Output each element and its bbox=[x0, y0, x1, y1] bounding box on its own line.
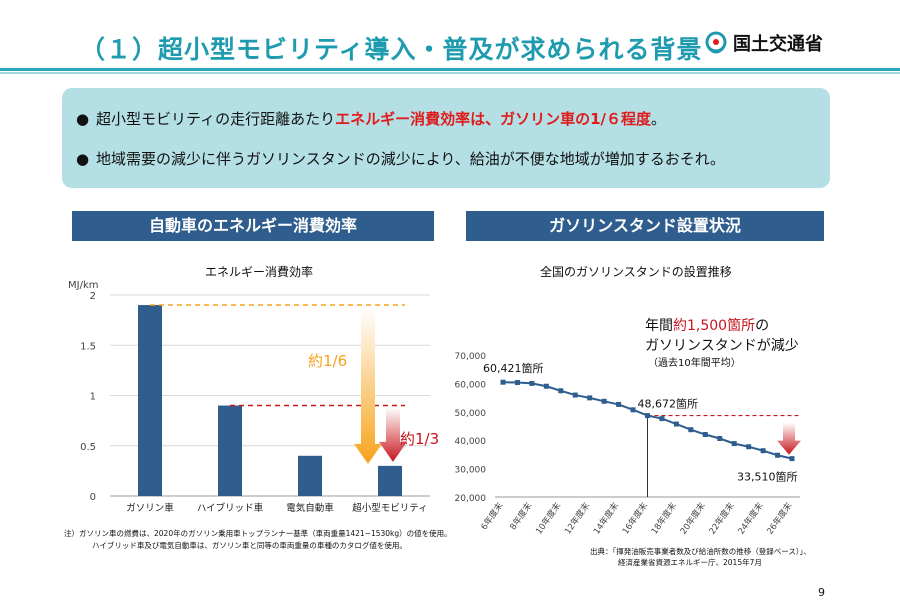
data-point bbox=[702, 432, 708, 438]
start-value-label: 60,421箇所 bbox=[483, 361, 544, 375]
decline-annotation-line-1: 年間約1,500箇所の bbox=[645, 317, 769, 334]
summary-bullet-1: ● 超小型モビリティの走行距離あたりエネルギー消費効率は、ガソリン車の1/６程度。 bbox=[76, 110, 667, 128]
data-point bbox=[587, 395, 593, 401]
data-point bbox=[746, 444, 752, 450]
x-tick-label: 18年度末 bbox=[649, 500, 679, 536]
highlight-text: エネルギー消費効率は、ガソリン車の1/６程度 bbox=[335, 110, 652, 128]
x-tick-label: 6年度末 bbox=[479, 500, 506, 532]
end-value-label: 33,510箇所 bbox=[737, 470, 798, 484]
decline-annotation-line-2: ガソリンスタンドが減少 bbox=[645, 337, 799, 354]
x-tick-label: 26年度末 bbox=[765, 500, 795, 536]
data-point bbox=[760, 448, 766, 454]
y-tick-label: 20,000 bbox=[455, 494, 487, 504]
y-tick-label: 50,000 bbox=[455, 409, 487, 419]
decline-annotation-line-3: （過去10年間平均） bbox=[648, 356, 741, 369]
right-section-header: ガソリンスタンド設置状況 bbox=[466, 211, 824, 241]
x-tick-label: 22年度末 bbox=[707, 500, 737, 536]
source-citation: 出典：「揮発油販売事業者数及び給油所数の推移（登録ベース）」、 経済産業省資源エ… bbox=[590, 547, 811, 567]
y-tick-label: 0.5 bbox=[80, 442, 96, 453]
footnote: 注）ガソリン車の燃費は、2020年のガソリン乗用車トップランナー基準（車両重量1… bbox=[64, 529, 452, 550]
x-tick-label: 超小型モビリティ bbox=[352, 502, 427, 514]
annotation-one-sixth: 約1/6 bbox=[308, 352, 347, 370]
data-point bbox=[659, 416, 665, 422]
bar bbox=[218, 405, 242, 496]
gas-station-line-chart: 20,000 30,000 40,000 50,000 60,000 70,000 6年度末… bbox=[455, 317, 801, 536]
data-point bbox=[775, 452, 781, 458]
y-tick-label: 1.5 bbox=[80, 341, 96, 352]
y-tick-label: 30,000 bbox=[455, 466, 487, 476]
mid-value-label: 48,672箇所 bbox=[638, 397, 699, 411]
down-arrow-red-icon bbox=[379, 407, 407, 462]
x-tick-label: 16年度末 bbox=[620, 500, 650, 536]
data-point bbox=[601, 398, 607, 404]
line-chart-title: 全国のガソリンスタンドの設置推移 bbox=[540, 265, 732, 279]
bullet-dot-icon: ● bbox=[76, 110, 90, 128]
x-tick-label: 12年度末 bbox=[562, 500, 592, 536]
data-point bbox=[688, 427, 694, 433]
header-divider bbox=[0, 68, 900, 71]
bar-chart-title: エネルギー消費効率 bbox=[205, 265, 314, 279]
data-point bbox=[616, 401, 622, 407]
page-title: （１）超小型モビリティ導入・普及が求められる背景 bbox=[80, 35, 703, 64]
data-point bbox=[543, 383, 549, 389]
data-point bbox=[630, 407, 636, 413]
left-section-header: 自動車のエネルギー消費効率 bbox=[72, 211, 434, 241]
y-tick-label: 60,000 bbox=[455, 380, 487, 390]
y-tick-label: 1 bbox=[90, 392, 96, 403]
summary-bullet-2: ● 地域需要の減少に伴うガソリンスタンドの減少により、給油が不便な地域が増加するお… bbox=[76, 150, 725, 168]
logo-text: 国土交通省 bbox=[733, 34, 823, 55]
y-axis-label: MJ/km bbox=[68, 280, 98, 291]
y-tick-label: 2 bbox=[90, 291, 96, 302]
data-point bbox=[731, 441, 737, 447]
data-point bbox=[514, 380, 520, 386]
x-tick-label: 電気自動車 bbox=[286, 502, 334, 514]
data-point bbox=[572, 392, 578, 398]
bar bbox=[138, 305, 162, 496]
data-point bbox=[717, 435, 723, 441]
x-tick-label: 10年度末 bbox=[533, 500, 563, 536]
summary-box: ● 超小型モビリティの走行距離あたりエネルギー消費効率は、ガソリン車の1/６程度。… bbox=[62, 88, 830, 188]
x-tick-label: ガソリン車 bbox=[126, 502, 174, 514]
down-arrow-red-icon bbox=[777, 422, 801, 455]
y-tick-label: 40,000 bbox=[455, 437, 487, 447]
data-point bbox=[529, 380, 535, 386]
mlit-logo-icon bbox=[705, 31, 727, 54]
data-point bbox=[558, 388, 564, 394]
data-point bbox=[500, 379, 506, 385]
x-tick-label: ハイブリッド車 bbox=[197, 502, 264, 514]
data-point bbox=[673, 421, 679, 427]
y-tick-label: 0 bbox=[90, 492, 96, 503]
bullet-dot-icon: ● bbox=[76, 150, 90, 168]
x-tick-label: 24年度末 bbox=[736, 500, 766, 536]
data-point bbox=[645, 413, 650, 419]
y-tick-label: 70,000 bbox=[455, 352, 487, 362]
bar bbox=[298, 455, 322, 496]
ministry-logo: 国土交通省 bbox=[705, 28, 823, 58]
x-tick-label: 20年度末 bbox=[678, 500, 708, 536]
header-divider-light bbox=[0, 72, 900, 74]
down-arrow-orange-icon bbox=[354, 307, 382, 464]
x-tick-label: 8年度末 bbox=[508, 500, 535, 532]
bar bbox=[378, 465, 402, 496]
data-point bbox=[789, 456, 795, 462]
page-number: 9 bbox=[818, 586, 825, 599]
annotation-one-third: 約1/3 bbox=[400, 430, 439, 448]
energy-efficiency-bar-chart: MJ/km 0 0.5 1 1.5 2 ガソリン車 ハイブリッド車 電気自動車 超小型モビリティ 約… bbox=[68, 280, 439, 514]
x-tick-label: 14年度末 bbox=[591, 500, 621, 536]
